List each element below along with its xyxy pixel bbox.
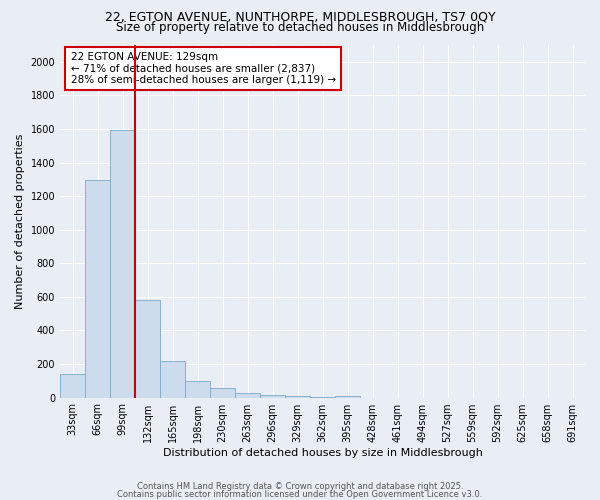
Y-axis label: Number of detached properties: Number of detached properties [15, 134, 25, 309]
Bar [235, 394, 260, 398]
Text: Size of property relative to detached houses in Middlesbrough: Size of property relative to detached ho… [116, 21, 484, 34]
Bar [335, 396, 360, 398]
Bar [260, 395, 285, 398]
Text: 22 EGTON AVENUE: 129sqm
← 71% of detached houses are smaller (2,837)
28% of semi: 22 EGTON AVENUE: 129sqm ← 71% of detache… [71, 52, 335, 86]
Text: Contains public sector information licensed under the Open Government Licence v3: Contains public sector information licen… [118, 490, 482, 499]
Bar [110, 130, 135, 398]
Bar [135, 300, 160, 398]
Text: Contains HM Land Registry data © Crown copyright and database right 2025.: Contains HM Land Registry data © Crown c… [137, 482, 463, 491]
X-axis label: Distribution of detached houses by size in Middlesbrough: Distribution of detached houses by size … [163, 448, 482, 458]
Bar [160, 362, 185, 398]
Bar [210, 388, 235, 398]
Bar [60, 374, 85, 398]
Bar [85, 180, 110, 398]
Bar [310, 396, 335, 398]
Bar [285, 396, 310, 398]
Bar [185, 381, 210, 398]
Text: 22, EGTON AVENUE, NUNTHORPE, MIDDLESBROUGH, TS7 0QY: 22, EGTON AVENUE, NUNTHORPE, MIDDLESBROU… [104, 11, 496, 24]
